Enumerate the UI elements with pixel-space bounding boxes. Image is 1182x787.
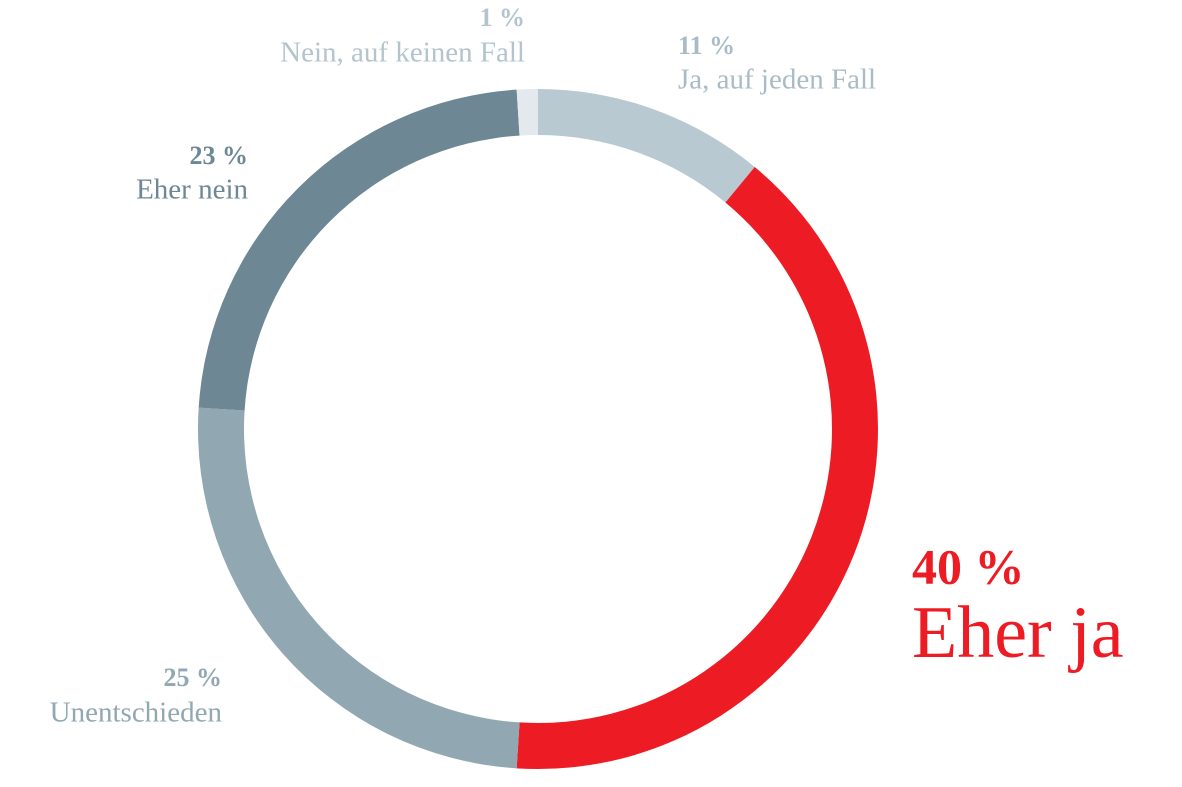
value-label: 40 % (912, 538, 1025, 594)
value-label: 25 % (164, 663, 223, 692)
value-label: 1 % (480, 3, 526, 32)
category-label: Eher nein (136, 174, 248, 206)
category-label: Unentschieden (50, 697, 223, 729)
category-label: Ja, auf jeden Fall (678, 64, 876, 96)
donut-segment (538, 89, 755, 203)
donut-segment (516, 89, 538, 136)
category-label: Eher ja (912, 592, 1124, 674)
value-label: 11 % (678, 31, 735, 60)
donut-segment (198, 89, 520, 411)
donut-segment (516, 167, 879, 769)
donut-segment (197, 407, 520, 769)
category-label: Nein, auf keinen Fall (280, 37, 525, 69)
value-label: 23 % (190, 141, 249, 170)
